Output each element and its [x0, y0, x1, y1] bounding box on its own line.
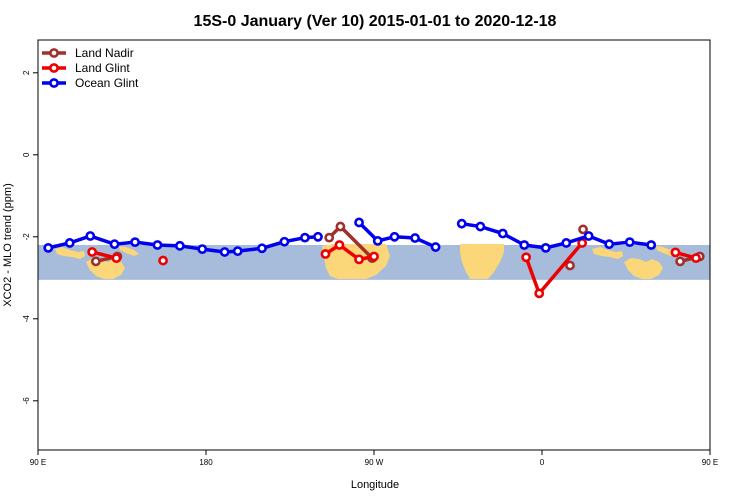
- data-point-land-nadir: [675, 256, 686, 267]
- y-tick-label: -2: [22, 233, 31, 241]
- legend-swatch-marker: [49, 63, 59, 73]
- series-ocean-glint: [43, 217, 657, 257]
- legend-label: Land Glint: [75, 61, 130, 75]
- x-tick-label: 90 E: [702, 458, 718, 467]
- data-point-ocean-glint: [540, 242, 551, 253]
- data-point-ocean-glint: [219, 247, 230, 257]
- data-point-land-glint: [158, 255, 168, 266]
- data-point-land-nadir: [578, 224, 588, 235]
- data-point-ocean-glint: [43, 242, 54, 253]
- data-point-ocean-glint: [152, 240, 163, 250]
- y-tick-label: -6: [22, 397, 31, 405]
- data-point-land-nadir: [565, 260, 575, 271]
- data-point-land-glint: [334, 240, 345, 250]
- data-point-ocean-glint: [64, 238, 75, 248]
- data-point-ocean-glint: [583, 231, 594, 241]
- legend-label: Ocean Glint: [75, 76, 139, 90]
- legend-item-land-nadir: Land Nadir: [42, 46, 134, 60]
- x-axis-label: Longitude: [351, 479, 399, 491]
- x-axis: 90 E 180 90 W 0 90 E: [30, 450, 718, 467]
- land-africa: [460, 244, 504, 279]
- data-point-land-nadir: [335, 221, 346, 232]
- legend-item-ocean-glint: Ocean Glint: [42, 76, 139, 90]
- data-point-ocean-glint: [430, 242, 441, 252]
- land-newguinea-left: [119, 246, 139, 256]
- data-point-land-glint: [670, 247, 681, 258]
- data-point-ocean-glint: [519, 240, 530, 250]
- data-point-ocean-glint: [354, 217, 364, 228]
- x-tick-label: 90 W: [365, 458, 384, 467]
- y-axis-label: XCO2 - MLO trend (ppm): [2, 183, 14, 306]
- data-point-land-nadir: [324, 232, 335, 243]
- series-group: [43, 217, 705, 299]
- x-tick-label: 180: [199, 458, 213, 467]
- data-point-ocean-glint: [604, 239, 615, 250]
- data-point-ocean-glint: [624, 237, 635, 248]
- data-point-ocean-glint: [232, 246, 243, 257]
- data-point-ocean-glint: [561, 238, 572, 248]
- legend-item-land-glint: Land Glint: [42, 61, 130, 75]
- map-band: [38, 244, 710, 280]
- series-line-land-glint: [324, 243, 375, 262]
- data-point-ocean-glint: [372, 235, 383, 246]
- data-point-land-glint: [691, 253, 701, 264]
- x-tick-label: 0: [540, 458, 545, 467]
- data-point-ocean-glint: [85, 231, 96, 241]
- legend-swatch-marker: [49, 48, 59, 58]
- y-tick-label: -4: [22, 315, 31, 323]
- data-point-ocean-glint: [456, 218, 467, 229]
- data-point-land-glint: [320, 249, 331, 259]
- series-land-glint: [87, 238, 701, 299]
- land-australia-right: [624, 258, 663, 279]
- data-point-ocean-glint: [497, 228, 508, 239]
- data-point-ocean-glint: [475, 221, 486, 232]
- data-point-land-glint: [111, 253, 122, 264]
- land-indonesia-left: [55, 247, 85, 259]
- legend-swatch-marker: [49, 78, 59, 88]
- y-tick-label: 0: [22, 152, 31, 157]
- data-point-ocean-glint: [130, 237, 140, 248]
- series-line-ocean-glint: [461, 221, 652, 250]
- series-land-nadir: [90, 221, 705, 271]
- data-point-land-nadir: [90, 256, 101, 267]
- y-tick-label: 2: [22, 70, 31, 75]
- x-tick-label: 90 E: [30, 458, 46, 467]
- data-point-ocean-glint: [174, 240, 185, 251]
- data-point-land-glint: [521, 252, 532, 263]
- data-point-ocean-glint: [109, 239, 120, 250]
- data-point-ocean-glint: [389, 231, 400, 242]
- data-point-ocean-glint: [279, 236, 290, 247]
- chart-title: 15S-0 January (Ver 10) 2015-01-01 to 202…: [194, 13, 557, 30]
- data-point-ocean-glint: [197, 244, 208, 254]
- data-point-ocean-glint: [313, 231, 323, 242]
- data-point-land-glint: [354, 254, 364, 265]
- land-indonesia-right: [592, 247, 623, 259]
- data-point-land-glint: [369, 251, 379, 262]
- data-point-land-glint: [87, 247, 98, 257]
- y-axis: 2 0 -2 -4 -6: [22, 70, 38, 404]
- data-point-ocean-glint: [300, 232, 310, 243]
- data-point-ocean-glint: [646, 240, 657, 250]
- legend-label: Land Nadir: [75, 46, 134, 60]
- data-point-ocean-glint: [410, 233, 420, 243]
- data-point-ocean-glint: [257, 243, 267, 254]
- data-point-land-glint: [534, 288, 545, 299]
